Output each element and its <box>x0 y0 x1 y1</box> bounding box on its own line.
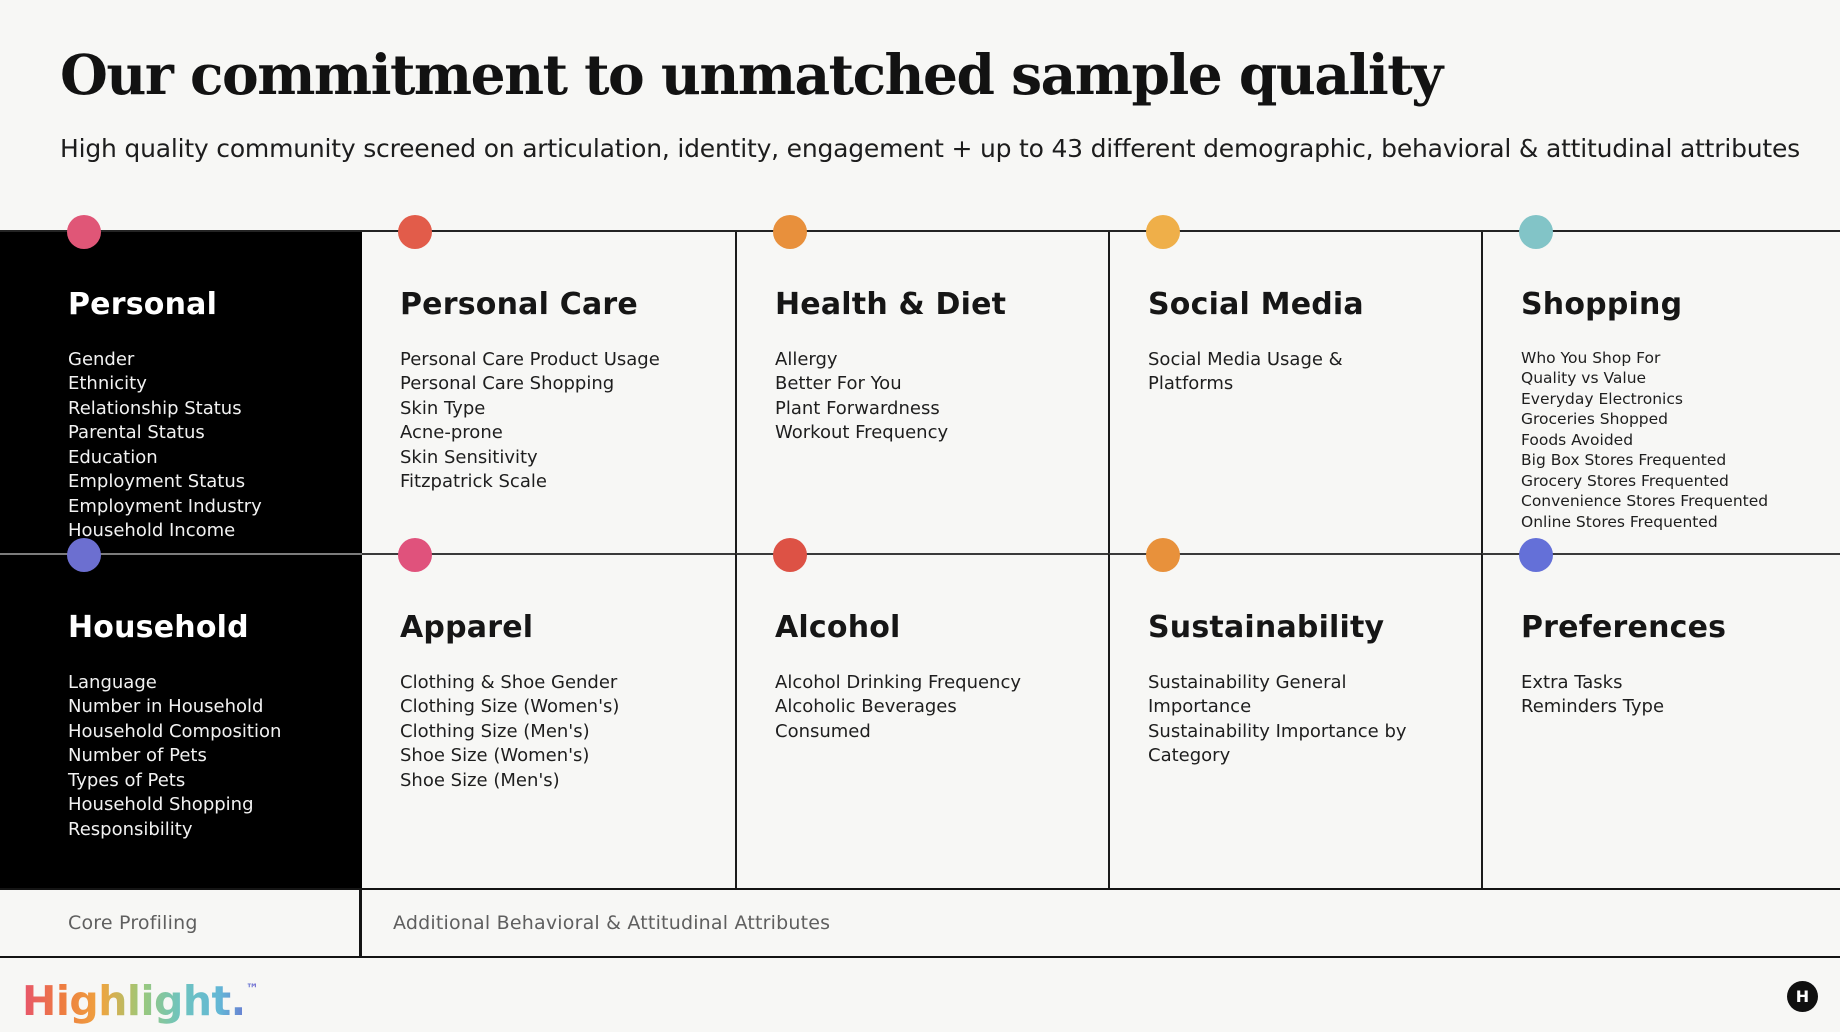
card-accent-dot <box>398 215 432 249</box>
attribute-item: Number of Pets <box>68 745 207 767</box>
card-title: Apparel <box>400 610 534 645</box>
attribute-item: Alcoholic Beverages Consumed <box>775 696 957 742</box>
highlight-logo: Highlight.™ <box>22 966 259 1025</box>
card-title: Social Media <box>1148 287 1364 322</box>
attribute-item: Alcohol Drinking Frequency <box>775 672 1022 693</box>
attribute-item: Personal Care Product Usage <box>400 349 660 370</box>
attribute-item: Employment Status <box>68 471 246 493</box>
attribute-item: Clothing Size (Men's) <box>400 720 590 742</box>
attribute-item: Employment Industry <box>68 495 262 517</box>
card-accent-dot <box>67 215 101 249</box>
attribute-item: Fitzpatrick Scale <box>400 471 547 493</box>
attribute-grid: Personal Gender Ethnicity Relationship Sta… <box>0 215 1840 888</box>
card-accent-dot <box>1519 538 1553 572</box>
attribute-item: Who You Shop For <box>1521 349 1661 367</box>
attribute-item: Extra Tasks <box>1521 672 1623 693</box>
card-items: Gender Ethnicity Relationship Status Parent… <box>68 348 334 544</box>
card-items: Who You Shop For Quality vs Value Everyday… <box>1521 348 1812 532</box>
page-title: Our commitment to unmatched sample quali… <box>60 42 1443 107</box>
card-personal-care: Personal Care Personal Care Product Usag… <box>362 215 735 553</box>
attribute-item: Sustainability General Importance <box>1148 672 1347 718</box>
attribute-item: Foods Avoided <box>1521 430 1634 449</box>
attribute-item: Skin Sensitivity <box>400 446 538 468</box>
attribute-item: Plant Forwardness <box>775 397 940 419</box>
attribute-item: Household Shopping Responsibility <box>68 794 254 840</box>
card-items: Personal Care Product Usage Personal Care… <box>400 348 707 495</box>
card-title: Personal <box>68 287 218 322</box>
attribute-item: Social Media Usage & Platforms <box>1148 349 1343 395</box>
attribute-item: Types of Pets <box>68 769 186 791</box>
attribute-item: Education <box>68 446 158 468</box>
card-accent-dot <box>773 538 807 572</box>
card-items: Sustainability General Importance Sustain… <box>1148 671 1453 769</box>
card-alcohol: Alcohol Alcohol Drinking Frequency Alcoho… <box>735 538 1108 888</box>
card-title: Alcohol <box>775 610 901 645</box>
attribute-item: Convenience Stores Frequented <box>1521 492 1769 511</box>
card-accent-dot <box>1146 538 1180 572</box>
attribute-item: Everyday Electronics <box>1521 389 1683 408</box>
attribute-item: Personal Care Shopping <box>400 373 615 395</box>
legend-core-profiling: Core Profiling <box>0 890 362 956</box>
attribute-item: Ethnicity <box>68 373 147 395</box>
attribute-item: Shoe Size (Women's) <box>400 745 590 767</box>
card-title: Health & Diet <box>775 287 1007 322</box>
card-title: Sustainability <box>1148 610 1385 645</box>
attribute-item: Skin Type <box>400 397 486 419</box>
attribute-item: Big Box Stores Frequented <box>1521 451 1727 470</box>
card-title: Household <box>68 610 249 645</box>
trademark-symbol: ™ <box>245 982 259 997</box>
attribute-item: Groceries Shopped <box>1521 410 1669 429</box>
card-accent-dot <box>1146 215 1180 249</box>
attribute-item: Number in Household <box>68 696 264 718</box>
attribute-item: Shoe Size (Men's) <box>400 769 560 791</box>
legend-bar: Core Profiling Additional Behavioral & A… <box>0 888 1840 958</box>
card-accent-dot <box>67 538 101 572</box>
attribute-item: Reminders Type <box>1521 696 1665 718</box>
card-health-diet: Health & Diet Allergy Better For You Plant… <box>735 215 1108 553</box>
card-items: Clothing & Shoe Gender Clothing Size (Wom… <box>400 671 707 793</box>
attribute-item: Better For You <box>775 373 902 395</box>
attribute-item: Clothing Size (Women's) <box>400 696 620 718</box>
attribute-item: Household Composition <box>68 720 282 742</box>
card-title: Preferences <box>1521 610 1727 645</box>
card-title: Shopping <box>1521 287 1683 322</box>
card-title: Personal Care <box>400 287 638 322</box>
card-preferences: Preferences Extra Tasks Reminders Type <box>1481 538 1840 888</box>
attribute-item: Clothing & Shoe Gender <box>400 672 618 693</box>
h-badge-icon: H <box>1787 981 1818 1012</box>
attribute-item: Workout Frequency <box>775 422 949 444</box>
card-items: Alcohol Drinking Frequency Alcoholic Beve… <box>775 671 1080 744</box>
card-personal: Personal Gender Ethnicity Relationship Sta… <box>0 215 362 553</box>
attribute-item: Acne-prone <box>400 422 503 444</box>
card-household: Household Language Number in Household Hou… <box>0 538 362 888</box>
legend-additional-attributes: Additional Behavioral & Attitudinal Attr… <box>393 912 831 934</box>
attribute-item: Gender <box>68 349 135 370</box>
card-accent-dot <box>1519 215 1553 249</box>
card-sustainability: Sustainability Sustainability General Im… <box>1108 538 1481 888</box>
card-items: Social Media Usage & Platforms <box>1148 348 1453 397</box>
highlight-wordmark: Highlight. <box>22 977 246 1025</box>
attribute-item: Household Income <box>68 520 236 542</box>
attribute-item: Sustainability Importance by Category <box>1148 720 1407 767</box>
page-subtitle: High quality community screened on artic… <box>60 134 1801 163</box>
attribute-item: Parental Status <box>68 422 205 444</box>
card-items: Extra Tasks Reminders Type <box>1521 671 1812 720</box>
attribute-item: Quality vs Value <box>1521 369 1647 388</box>
attribute-item: Relationship Status <box>68 397 242 419</box>
card-apparel: Apparel Clothing & Shoe Gender Clothing S… <box>362 538 735 888</box>
attribute-item: Grocery Stores Frequented <box>1521 471 1729 490</box>
card-shopping: Shopping Who You Shop For Quality vs Valu… <box>1481 215 1840 553</box>
card-items: Allergy Better For You Plant Forwardness Wo… <box>775 348 1080 446</box>
card-items: Language Number in Household Household Com… <box>68 671 334 842</box>
card-accent-dot <box>773 215 807 249</box>
card-accent-dot <box>398 538 432 572</box>
card-social-media: Social Media Social Media Usage & Platfo… <box>1108 215 1481 553</box>
attribute-item: Online Stores Frequented <box>1521 512 1718 531</box>
attribute-item: Allergy <box>775 349 838 370</box>
attribute-item: Language <box>68 672 157 693</box>
